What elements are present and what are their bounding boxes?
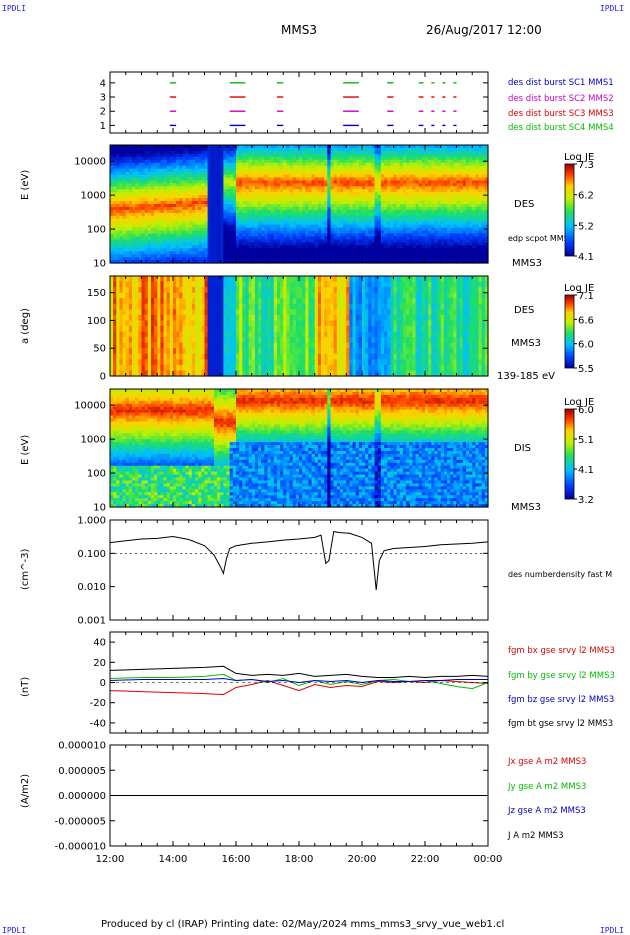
spectrogram-layer <box>110 145 489 508</box>
des-spectrogram-cells <box>110 145 489 264</box>
pad-spectrogram-cells <box>110 276 489 377</box>
